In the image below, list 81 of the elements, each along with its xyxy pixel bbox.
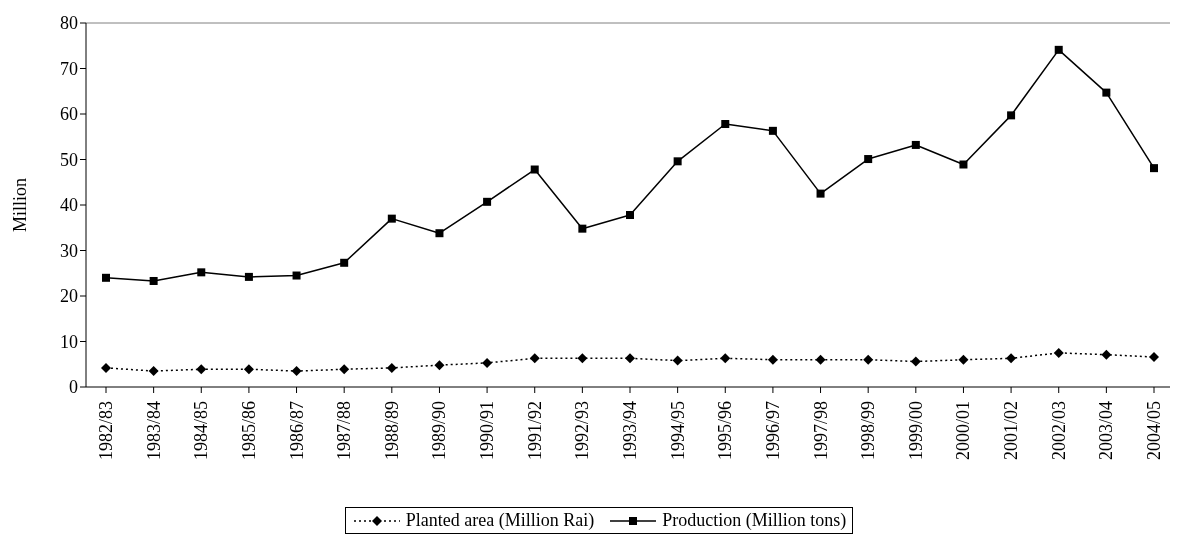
point — [721, 120, 730, 129]
x-tick-label: 1984/85 — [191, 401, 212, 461]
point — [958, 354, 969, 365]
x-tick-label: 1996/97 — [762, 401, 783, 461]
y-tick-label: 10 — [60, 331, 78, 352]
x-tick-label: 1991/92 — [524, 401, 545, 461]
point — [578, 224, 587, 233]
x-tick-label: 1992/93 — [572, 401, 593, 461]
point — [1006, 353, 1017, 364]
y-tick-label: 30 — [60, 240, 78, 261]
point — [196, 364, 207, 375]
y-tick-label: 70 — [60, 58, 78, 79]
y-tick-label: 40 — [60, 195, 78, 216]
point — [815, 354, 826, 365]
point — [386, 362, 397, 373]
x-tick-label: 1983/84 — [143, 401, 164, 461]
point — [673, 157, 682, 166]
point — [863, 354, 874, 365]
point — [1102, 88, 1111, 97]
point — [1101, 349, 1112, 360]
point — [339, 364, 350, 375]
point — [816, 189, 825, 198]
point — [340, 258, 349, 267]
point — [1150, 164, 1158, 173]
x-tick-label: 2001/02 — [1001, 401, 1022, 461]
point — [626, 211, 634, 220]
point — [434, 360, 445, 371]
y-axis-title: Million — [10, 177, 31, 233]
point — [435, 229, 444, 238]
point — [1053, 347, 1064, 358]
x-tick-label: 1990/91 — [477, 401, 498, 461]
y-tick-label: 80 — [60, 13, 78, 34]
point — [243, 364, 254, 375]
point — [1007, 111, 1016, 120]
point — [577, 353, 588, 364]
point — [148, 366, 159, 377]
x-tick-label: 1993/94 — [620, 401, 640, 461]
point — [1054, 45, 1063, 54]
point — [197, 268, 206, 277]
y-tick-label: 0 — [69, 377, 78, 398]
point — [149, 276, 158, 285]
point — [102, 273, 110, 282]
point — [482, 357, 493, 368]
x-tick-label: 1988/89 — [381, 401, 402, 461]
x-tick-label: 1987/88 — [334, 401, 355, 461]
point — [101, 362, 111, 373]
point — [483, 197, 492, 206]
point — [720, 353, 731, 364]
x-tick-label: 2004/05 — [1144, 401, 1164, 461]
x-tick-label: 2000/01 — [953, 401, 974, 461]
x-tick-label: 1998/99 — [858, 401, 879, 461]
point — [768, 126, 777, 135]
point — [530, 165, 539, 174]
x-tick-label: 1995/96 — [715, 401, 736, 461]
y-tick-label: 50 — [60, 149, 78, 170]
point — [911, 140, 920, 149]
x-tick-label: 1986/87 — [286, 401, 307, 461]
point — [959, 160, 968, 169]
x-tick-label: 1999/00 — [905, 401, 926, 461]
x-tick-label: 1997/98 — [810, 401, 831, 461]
point — [529, 353, 540, 364]
point — [1149, 351, 1159, 362]
point — [244, 272, 253, 281]
point — [767, 354, 778, 365]
point — [864, 155, 873, 164]
legend-label: Production (Million tons) — [662, 510, 847, 531]
y-tick-label: 20 — [60, 286, 78, 307]
x-tick-label: 1994/95 — [667, 401, 688, 461]
x-tick-label: 1989/90 — [429, 401, 450, 461]
point — [910, 356, 921, 367]
point — [387, 214, 396, 223]
x-tick-label: 2003/04 — [1096, 401, 1117, 461]
y-tick-label: 60 — [60, 104, 78, 125]
x-tick-label: 1982/83 — [96, 401, 116, 461]
point — [292, 271, 301, 280]
point — [625, 353, 635, 364]
point — [291, 366, 302, 377]
x-tick-label: 1985/86 — [238, 401, 259, 461]
point — [672, 355, 683, 366]
x-tick-label: 2002/03 — [1048, 401, 1069, 461]
legend-label: Planted area (Million Rai) — [405, 510, 595, 531]
